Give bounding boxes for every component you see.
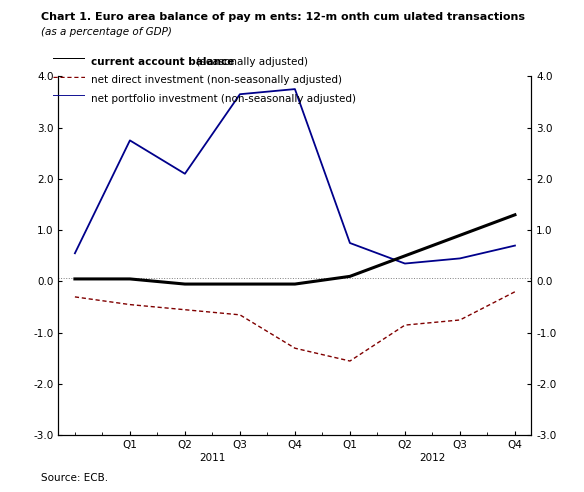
Text: net portfolio investment (non-seasonally adjusted): net portfolio investment (non-seasonally…: [91, 94, 356, 104]
Text: 2012: 2012: [419, 454, 446, 463]
Text: 2011: 2011: [199, 454, 225, 463]
Text: net direct investment (non-seasonally adjusted): net direct investment (non-seasonally ad…: [91, 75, 342, 85]
Text: Chart 1. Euro area balance of pay m ents: 12-m onth cum ulated transactions: Chart 1. Euro area balance of pay m ents…: [41, 12, 525, 22]
Text: (seasonally adjusted): (seasonally adjusted): [193, 57, 308, 66]
Text: Source: ECB.: Source: ECB.: [41, 473, 108, 483]
Text: (as a percentage of GDP): (as a percentage of GDP): [41, 27, 172, 37]
Text: current account balance: current account balance: [91, 57, 234, 66]
